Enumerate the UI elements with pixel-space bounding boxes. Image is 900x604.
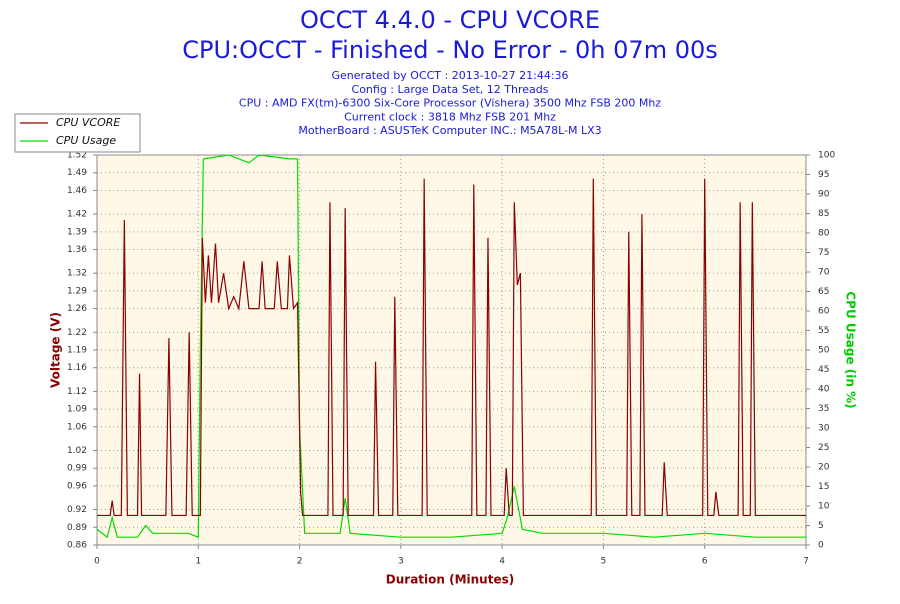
y2-tick-label: 15 (818, 482, 829, 492)
x-tick-label: 2 (297, 557, 303, 567)
y2-tick-label: 80 (818, 229, 830, 239)
y-tick-label: 1.42 (67, 210, 87, 220)
x-tick-label: 4 (499, 557, 505, 567)
y2-tick-label: 10 (818, 502, 830, 512)
y2-tick-label: 60 (818, 307, 830, 317)
y2-tick-label: 5 (818, 521, 824, 531)
info-line: CPU : AMD FX(tm)-6300 Six-Core Processor… (239, 97, 661, 110)
y-tick-label: 1.46 (67, 186, 87, 196)
info-line: Config : Large Data Set, 12 Threads (352, 83, 549, 96)
info-line: Generated by OCCT : 2013-10-27 21:44:36 (331, 69, 568, 82)
y2-tick-label: 55 (818, 326, 829, 336)
y2-tick-label: 45 (818, 365, 829, 375)
plot-area (96, 154, 807, 546)
y-tick-label: 1.16 (67, 363, 87, 373)
info-line: Current clock : 3818 Mhz FSB 201 Mhz (344, 110, 556, 123)
y-tick-label: 1.52 (67, 151, 87, 161)
y-tick-label: 0.92 (67, 505, 87, 515)
y-tick-label: 1.49 (67, 168, 87, 178)
y-tick-label: 1.36 (67, 245, 87, 255)
legend-label: CPU Usage (56, 134, 116, 147)
legend-label: CPU VCORE (56, 116, 120, 129)
y2-tick-label: 30 (818, 424, 830, 434)
info-line: MotherBoard : ASUSTeK Computer INC.: M5A… (298, 124, 601, 137)
y-tick-label: 0.86 (67, 541, 87, 551)
y-tick-label: 1.26 (67, 304, 87, 314)
x-tick-label: 1 (195, 557, 201, 567)
y2-tick-label: 70 (818, 268, 830, 278)
y2-tick-label: 0 (818, 541, 824, 551)
y-tick-label: 1.39 (67, 227, 87, 237)
y2-axis-label: CPU Usage (in %) (844, 291, 858, 408)
y2-tick-label: 50 (818, 346, 830, 356)
y-tick-label: 1.12 (67, 387, 87, 397)
x-tick-label: 7 (803, 557, 809, 567)
x-tick-label: 6 (702, 557, 708, 567)
y-tick-label: 1.06 (67, 422, 87, 432)
x-tick-label: 3 (398, 557, 404, 567)
y-axis-label: Voltage (V) (49, 312, 63, 388)
y2-tick-label: 40 (818, 385, 830, 395)
chart-title: OCCT 4.4.0 - CPU VCORE (300, 6, 600, 34)
y2-tick-label: 75 (818, 248, 829, 258)
y-tick-label: 0.99 (67, 464, 87, 474)
y-tick-label: 1.19 (67, 346, 87, 356)
x-axis-label: Duration (Minutes) (386, 573, 514, 587)
y-tick-label: 1.32 (67, 269, 87, 279)
chart-subtitle: CPU:OCCT - Finished - No Error - 0h 07m … (182, 36, 718, 64)
y2-tick-label: 20 (818, 463, 830, 473)
y2-tick-label: 85 (818, 209, 829, 219)
y2-tick-label: 90 (818, 190, 830, 200)
y2-tick-label: 95 (818, 170, 829, 180)
y-tick-label: 0.96 (67, 481, 87, 491)
y-tick-label: 1.09 (67, 405, 87, 415)
y2-tick-label: 100 (818, 151, 835, 161)
y-tick-label: 1.29 (67, 286, 87, 296)
x-tick-label: 5 (601, 557, 607, 567)
x-tick-label: 0 (94, 557, 100, 567)
y2-tick-label: 25 (818, 443, 829, 453)
legend-box (14, 113, 141, 153)
y-tick-label: 1.22 (67, 328, 87, 338)
y2-tick-label: 65 (818, 287, 829, 297)
y-tick-label: 0.89 (67, 523, 87, 533)
series-line (97, 178, 806, 517)
y2-tick-label: 35 (818, 404, 829, 414)
y-tick-label: 1.02 (67, 446, 87, 456)
